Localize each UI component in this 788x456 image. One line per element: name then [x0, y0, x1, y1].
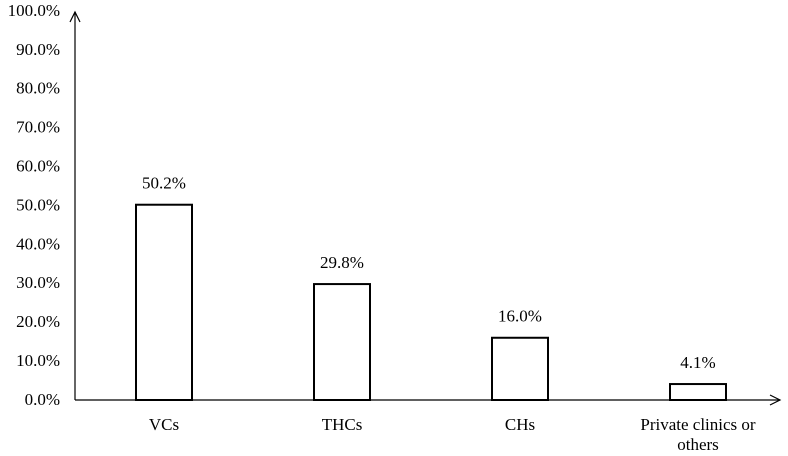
data-label: 16.0% [498, 307, 542, 326]
y-tick-label: 10.0% [16, 351, 60, 370]
y-axis-arrow [69, 10, 81, 23]
y-tick-label: 50.0% [16, 195, 60, 214]
x-tick-label: Private clinics or others [640, 415, 756, 454]
y-tick-label: 80.0% [16, 79, 60, 98]
bar [135, 203, 193, 401]
bar [669, 383, 727, 401]
bar [313, 283, 371, 401]
x-tick-label: THCs [321, 415, 363, 434]
y-tick-label: 90.0% [16, 40, 60, 59]
y-tick-label: 60.0% [16, 157, 60, 176]
x-axis-arrow [769, 394, 782, 406]
x-tick-label: VCs [148, 415, 180, 434]
data-label: 4.1% [680, 353, 715, 372]
x-tick-label: CHs [504, 415, 536, 434]
y-tick-label: 20.0% [16, 312, 60, 331]
y-tick-label: 100.0% [8, 1, 60, 20]
y-tick-label: 0.0% [25, 390, 60, 409]
bar [491, 336, 549, 402]
y-tick-label: 30.0% [16, 273, 60, 292]
data-label: 50.2% [142, 174, 186, 193]
y-tick-label: 70.0% [16, 118, 60, 137]
y-tick-label: 40.0% [16, 234, 60, 253]
data-label: 29.8% [320, 253, 364, 272]
